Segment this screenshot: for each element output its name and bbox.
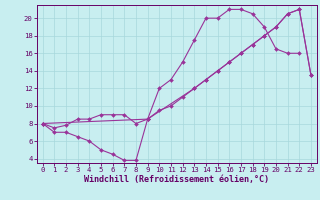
X-axis label: Windchill (Refroidissement éolien,°C): Windchill (Refroidissement éolien,°C) xyxy=(84,175,269,184)
